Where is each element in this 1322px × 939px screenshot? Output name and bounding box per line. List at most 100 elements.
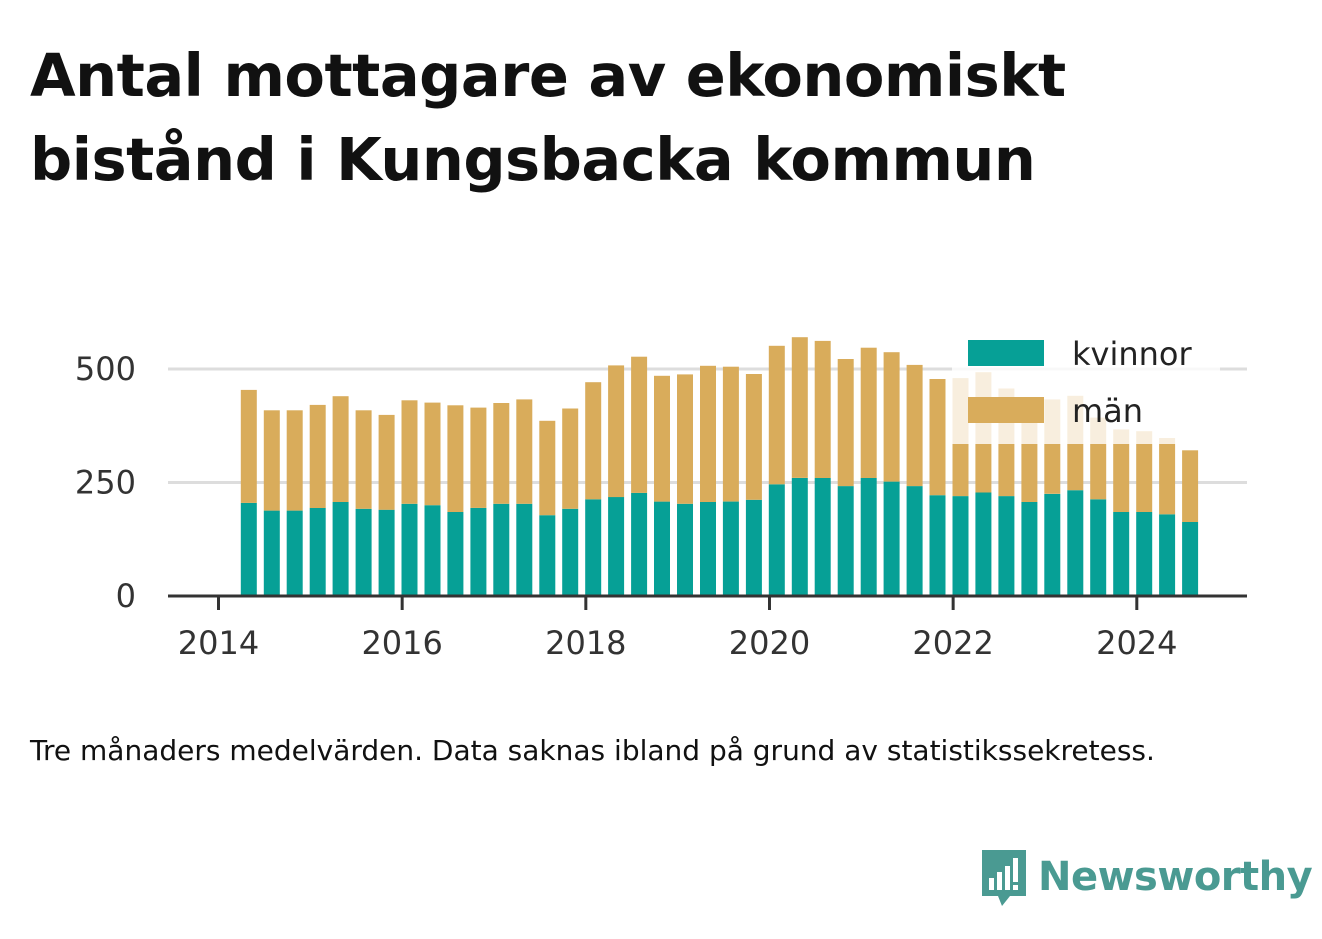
newsworthy-logo-icon	[982, 850, 1026, 906]
brand-logo: Newsworthy	[978, 846, 1313, 908]
bar-man-28	[883, 352, 900, 482]
bar-man-38	[1113, 429, 1130, 512]
bar-man-7	[401, 400, 418, 504]
bar-kvinnor-10	[470, 507, 487, 596]
bar-man-3	[309, 404, 326, 508]
bar-man-2	[286, 410, 303, 511]
bar-kvinnor-29	[906, 486, 923, 596]
x-tick-label-2020: 2020	[729, 624, 810, 662]
bar-man-27	[860, 347, 877, 478]
bar-kvinnor-39	[1136, 512, 1153, 596]
bar-man-17	[631, 356, 648, 493]
x-tick-label-2014: 2014	[178, 624, 259, 662]
bar-kvinnor-6	[378, 509, 395, 596]
bar-man-30	[929, 379, 946, 496]
bar-kvinnor-11	[493, 503, 510, 596]
bar-kvinnor-17	[631, 492, 648, 596]
bar-man-40	[1159, 438, 1176, 515]
bar-kvinnor-33	[998, 496, 1015, 596]
bar-kvinnor-24	[791, 478, 808, 596]
bar-man-14	[562, 408, 579, 509]
bar-kvinnor-16	[608, 497, 625, 596]
bar-kvinnor-25	[814, 478, 831, 596]
bar-kvinnor-40	[1159, 514, 1176, 596]
bar-man-4	[332, 396, 349, 502]
chart-title: Antal mottagare av ekonomiskt bistånd i …	[30, 41, 1066, 194]
bar-chart: 0 250 500 2014 2016 2018 2020 2022 2024 kvinnor…	[74, 322, 1247, 662]
bar-kvinnor-23	[768, 484, 785, 596]
bar-kvinnor-4	[332, 502, 349, 596]
bar-man-6	[378, 414, 395, 510]
bar-kvinnor-0	[240, 502, 257, 596]
bar-man-29	[906, 364, 923, 487]
bar-kvinnor-35	[1044, 493, 1061, 596]
bar-kvinnor-38	[1113, 512, 1130, 596]
bar-kvinnor-7	[401, 503, 418, 596]
bar-kvinnor-2	[286, 510, 303, 596]
bar-man-0	[240, 389, 257, 503]
bar-kvinnor-1	[263, 510, 280, 596]
bar-man-24	[791, 337, 808, 478]
x-tick-label-2024: 2024	[1096, 624, 1177, 662]
y-axis-ticks: 0 250 500	[75, 350, 136, 615]
bar-man-26	[837, 359, 854, 487]
bar-man-39	[1136, 431, 1153, 512]
bar-kvinnor-15	[585, 499, 602, 596]
bars	[240, 337, 1199, 596]
bar-kvinnor-12	[516, 503, 533, 596]
bar-man-16	[608, 365, 625, 498]
bar-kvinnor-8	[424, 505, 441, 596]
bar-kvinnor-18	[654, 501, 670, 596]
x-tick-label-2018: 2018	[545, 624, 626, 662]
y-tick-label-0: 0	[116, 577, 136, 615]
bar-man-9	[447, 405, 464, 512]
bar-kvinnor-26	[837, 486, 854, 596]
bar-kvinnor-19	[677, 503, 693, 596]
legend-swatch-1	[968, 397, 1044, 423]
bar-kvinnor-34	[1021, 502, 1038, 596]
bar-man-11	[493, 403, 510, 504]
bar-kvinnor-5	[355, 508, 372, 596]
bar-kvinnor-27	[860, 478, 877, 596]
bar-man-41	[1182, 450, 1199, 522]
y-tick-label-250: 250	[75, 464, 136, 502]
bar-man-10	[470, 407, 487, 508]
legend: kvinnor män	[952, 322, 1220, 444]
x-axis: 2014 2016 2018 2020 2022 2024	[168, 594, 1247, 662]
bar-kvinnor-21	[722, 501, 739, 596]
bar-kvinnor-32	[975, 492, 992, 596]
x-tick-label-2016: 2016	[361, 624, 442, 662]
bar-man-21	[722, 366, 739, 502]
bar-kvinnor-41	[1182, 522, 1199, 596]
bar-kvinnor-13	[539, 515, 556, 596]
legend-label-1: män	[1072, 392, 1143, 430]
bar-kvinnor-9	[447, 512, 464, 596]
bar-man-18	[654, 375, 670, 502]
bar-man-25	[814, 340, 831, 478]
brand-name: Newsworthy	[1038, 854, 1313, 900]
chart-caption: Tre månaders medelvärden. Data saknas ib…	[30, 734, 1155, 767]
bar-kvinnor-31	[952, 496, 969, 596]
bar-man-8	[424, 402, 441, 506]
legend-swatch-0	[968, 340, 1044, 366]
bar-man-22	[745, 374, 762, 500]
bar-kvinnor-22	[745, 499, 762, 596]
bar-man-20	[700, 365, 716, 502]
x-tick-label-2022: 2022	[912, 624, 993, 662]
bar-kvinnor-30	[929, 495, 946, 596]
bar-man-23	[768, 345, 785, 485]
bar-kvinnor-3	[309, 507, 326, 596]
legend-label-0: kvinnor	[1072, 335, 1193, 373]
y-tick-label-500: 500	[75, 350, 136, 388]
bar-man-15	[585, 382, 602, 500]
bar-kvinnor-20	[700, 502, 716, 596]
bar-kvinnor-37	[1090, 499, 1107, 596]
bar-man-19	[677, 374, 693, 504]
bar-kvinnor-36	[1067, 490, 1084, 596]
bar-man-13	[539, 420, 556, 516]
bar-man-12	[516, 399, 533, 504]
bar-man-1	[263, 410, 280, 511]
bar-kvinnor-14	[562, 508, 579, 596]
bar-man-5	[355, 410, 372, 509]
bar-kvinnor-28	[883, 481, 900, 596]
